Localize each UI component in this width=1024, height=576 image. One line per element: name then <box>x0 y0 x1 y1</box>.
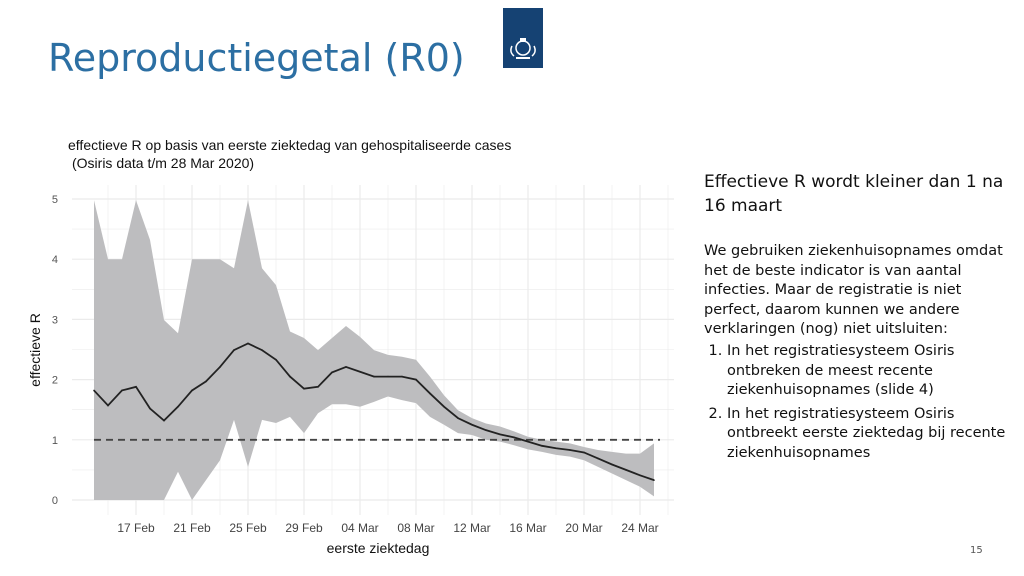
slide-title: Reproductiegetal (R0) <box>48 36 465 80</box>
list-item: In het registratiesysteem Osiris ontbrek… <box>727 342 1014 401</box>
data-point <box>485 429 487 431</box>
x-tick-label: 17 Feb <box>117 521 155 535</box>
confidence-band <box>94 200 654 501</box>
data-point <box>457 417 459 419</box>
explanation-body: We gebruiken ziekenhuisopnames omdat het… <box>704 243 1003 338</box>
data-point <box>541 445 543 447</box>
data-point <box>289 375 291 378</box>
data-points <box>93 342 655 481</box>
y-tick-label: 4 <box>52 254 58 266</box>
explanation-list: In het registratiesysteem Osiris ontbrek… <box>704 342 1014 464</box>
chart-title: effectieve R op basis van eerste ziekted… <box>68 137 512 153</box>
data-point <box>429 392 431 395</box>
data-point <box>387 375 389 378</box>
y-tick-label: 0 <box>52 495 58 507</box>
data-point <box>569 449 571 451</box>
data-point <box>597 457 599 460</box>
data-point <box>275 358 277 361</box>
data-point <box>191 389 193 392</box>
x-axis-label: eerste ziektedag <box>327 540 430 556</box>
key-message: Effectieve R wordt kleiner dan 1 na 16 m… <box>704 172 1004 216</box>
data-point <box>219 366 221 368</box>
rijksoverheid-logo <box>503 8 543 68</box>
x-tick-label: 04 Mar <box>341 521 378 535</box>
data-point <box>443 405 445 408</box>
data-point <box>373 375 375 378</box>
explanation-text: Effectieve R wordt kleiner dan 1 na 16 m… <box>704 170 1014 468</box>
x-tick-label: 08 Mar <box>397 521 434 535</box>
data-point <box>317 386 319 388</box>
y-tick-label: 5 <box>52 194 58 206</box>
y-tick-label: 3 <box>52 314 58 326</box>
data-point <box>149 407 151 410</box>
data-point <box>625 469 627 471</box>
data-point <box>359 370 361 373</box>
x-tick-label: 16 Mar <box>509 521 546 535</box>
data-point <box>121 389 123 392</box>
x-tick-label: 29 Feb <box>285 521 323 535</box>
x-tick-label: 20 Mar <box>565 521 602 535</box>
page-number: 15 <box>970 545 983 556</box>
data-point <box>471 423 473 426</box>
data-point <box>233 349 235 351</box>
y-tick-label: 1 <box>52 435 58 447</box>
data-point <box>93 389 95 392</box>
data-point <box>107 404 109 407</box>
data-point <box>499 433 501 436</box>
r-chart: 0 1 2 3 4 5 17 Feb 21 Feb 25 Feb 29 Feb 04 Mar 08 … <box>27 185 674 556</box>
data-point <box>527 440 529 443</box>
y-tick-label: 2 <box>52 375 58 387</box>
x-tick-label: 24 Mar <box>621 521 658 535</box>
crest-icon <box>510 38 536 59</box>
data-point <box>205 380 207 383</box>
data-point <box>639 474 641 477</box>
x-axis-ticks: 17 Feb 21 Feb 25 Feb 29 Feb 04 Mar 08 Mar 12 M… <box>117 521 658 535</box>
data-point <box>345 366 347 368</box>
data-point <box>247 342 249 345</box>
data-point <box>415 378 417 381</box>
x-tick-label: 21 Feb <box>173 521 211 535</box>
data-point <box>163 419 165 422</box>
data-point <box>583 451 585 454</box>
data-point <box>555 447 557 450</box>
y-axis-label: effectieve R <box>27 313 43 387</box>
list-item: In het registratiesysteem Osiris ontbree… <box>727 405 1014 464</box>
data-point <box>331 371 333 374</box>
data-point <box>611 463 613 466</box>
data-point <box>135 386 137 388</box>
chart-subtitle: (Osiris data t/m 28 Mar 2020) <box>72 155 255 171</box>
data-point <box>303 387 305 390</box>
y-axis-ticks: 0 1 2 3 4 5 <box>52 194 58 507</box>
data-point <box>177 405 179 408</box>
x-tick-label: 12 Mar <box>453 521 490 535</box>
data-point <box>653 479 655 481</box>
data-point <box>513 436 515 439</box>
x-tick-label: 25 Feb <box>229 521 267 535</box>
data-point <box>261 349 263 351</box>
data-point <box>401 375 403 378</box>
